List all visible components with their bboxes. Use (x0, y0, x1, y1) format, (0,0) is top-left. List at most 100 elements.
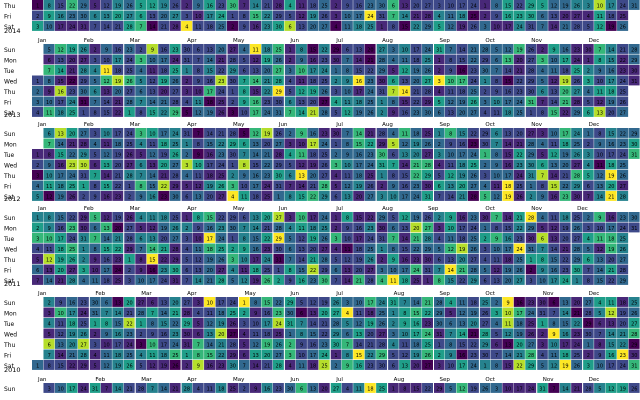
day-cell (227, 180, 239, 191)
day-number: 24 (230, 301, 236, 307)
day-cell (341, 318, 353, 328)
day-cell (32, 96, 44, 107)
day-cell (605, 328, 617, 339)
day-number: 30 (528, 163, 534, 169)
day-cell (66, 297, 78, 307)
day-number: 19 (161, 79, 167, 85)
month-label: May (244, 291, 256, 297)
day-cell (204, 0, 216, 10)
day-number: 14 (551, 100, 557, 106)
day-cell (479, 180, 491, 191)
day-cell (215, 149, 227, 159)
day-number: 30 (631, 69, 637, 75)
day-cell (307, 297, 319, 307)
day-number: 25 (482, 301, 488, 307)
day-cell (617, 65, 629, 75)
day-cell (181, 243, 193, 254)
day-cell (146, 318, 158, 328)
day-number: 19 (264, 58, 270, 64)
day-number: 9 (243, 100, 246, 106)
day-number: 29 (631, 58, 637, 64)
day-cell (571, 349, 583, 360)
day-cell (66, 349, 78, 360)
day-cell (536, 21, 548, 31)
day-cell (307, 233, 319, 243)
day-number: 16 (356, 153, 362, 159)
day-cell (594, 0, 606, 10)
day-cell (100, 243, 112, 254)
day-number: 20 (367, 332, 373, 338)
day-cell (89, 212, 101, 222)
day-cell (272, 360, 284, 370)
day-number: 13 (298, 174, 304, 180)
day-cell (181, 159, 193, 170)
day-cell (571, 21, 583, 31)
day-cell (353, 360, 365, 370)
day-number: 28 (321, 184, 327, 190)
day-number: 11 (57, 322, 63, 328)
day-number: 3 (185, 14, 188, 20)
day-number: 29 (379, 69, 385, 75)
day-number: 10 (344, 163, 350, 169)
day-number: 10 (344, 90, 350, 96)
day-number: 29 (482, 132, 488, 138)
day-number: 23 (275, 311, 281, 317)
day-cell (353, 149, 365, 159)
day-cell (559, 360, 571, 370)
day-cell (479, 191, 491, 201)
day-cell (582, 86, 594, 96)
day-cell (227, 65, 239, 75)
day-number: 29 (80, 4, 86, 10)
day-number: 24 (161, 279, 167, 285)
day-cell (594, 243, 606, 254)
day-number: 3 (185, 163, 188, 169)
day-number: 25 (218, 100, 224, 106)
day-number: 24 (367, 163, 373, 169)
day-cell (479, 222, 491, 233)
day-cell (330, 318, 342, 328)
day-number: 1 (587, 343, 590, 349)
day-number: 11 (551, 216, 557, 222)
day-number: 26 (470, 25, 476, 31)
day-number: 7 (151, 387, 154, 393)
day-cell (444, 54, 457, 65)
month-label: Mar (130, 122, 141, 128)
day-number: 23 (470, 353, 476, 359)
day-cell (444, 318, 457, 328)
day-cell (399, 159, 411, 170)
weekday-label: Tue (3, 321, 15, 328)
day-cell (192, 328, 204, 339)
day-number: 12 (103, 4, 109, 10)
day-number: 17 (161, 343, 167, 349)
day-cell (89, 54, 101, 65)
day-cell (112, 170, 124, 180)
day-cell (525, 264, 537, 275)
day-cell (318, 54, 330, 65)
day-number: 20 (608, 258, 614, 264)
day-cell (261, 10, 273, 21)
day-number: 11 (46, 247, 52, 253)
day-cell (112, 75, 124, 86)
day-number: 19 (459, 100, 465, 106)
day-cell (123, 54, 135, 65)
day-cell (66, 21, 78, 31)
day-number: 18 (115, 142, 121, 148)
day-cell (536, 44, 548, 54)
day-cell (284, 180, 296, 191)
day-number: 24 (470, 79, 476, 85)
day-number: 16 (356, 4, 362, 10)
day-cell (66, 86, 78, 96)
day-cell (77, 264, 89, 275)
day-cell (433, 149, 445, 159)
day-number: 4 (243, 332, 246, 338)
day-cell (467, 86, 479, 96)
day-number: 13 (57, 58, 63, 64)
day-cell (227, 128, 239, 138)
day-cell (215, 339, 227, 349)
day-number: 23 (218, 226, 224, 232)
day-number: 5 (36, 258, 39, 264)
day-number: 12 (57, 48, 63, 54)
day-cell (433, 233, 445, 243)
day-number: 6 (438, 111, 441, 117)
